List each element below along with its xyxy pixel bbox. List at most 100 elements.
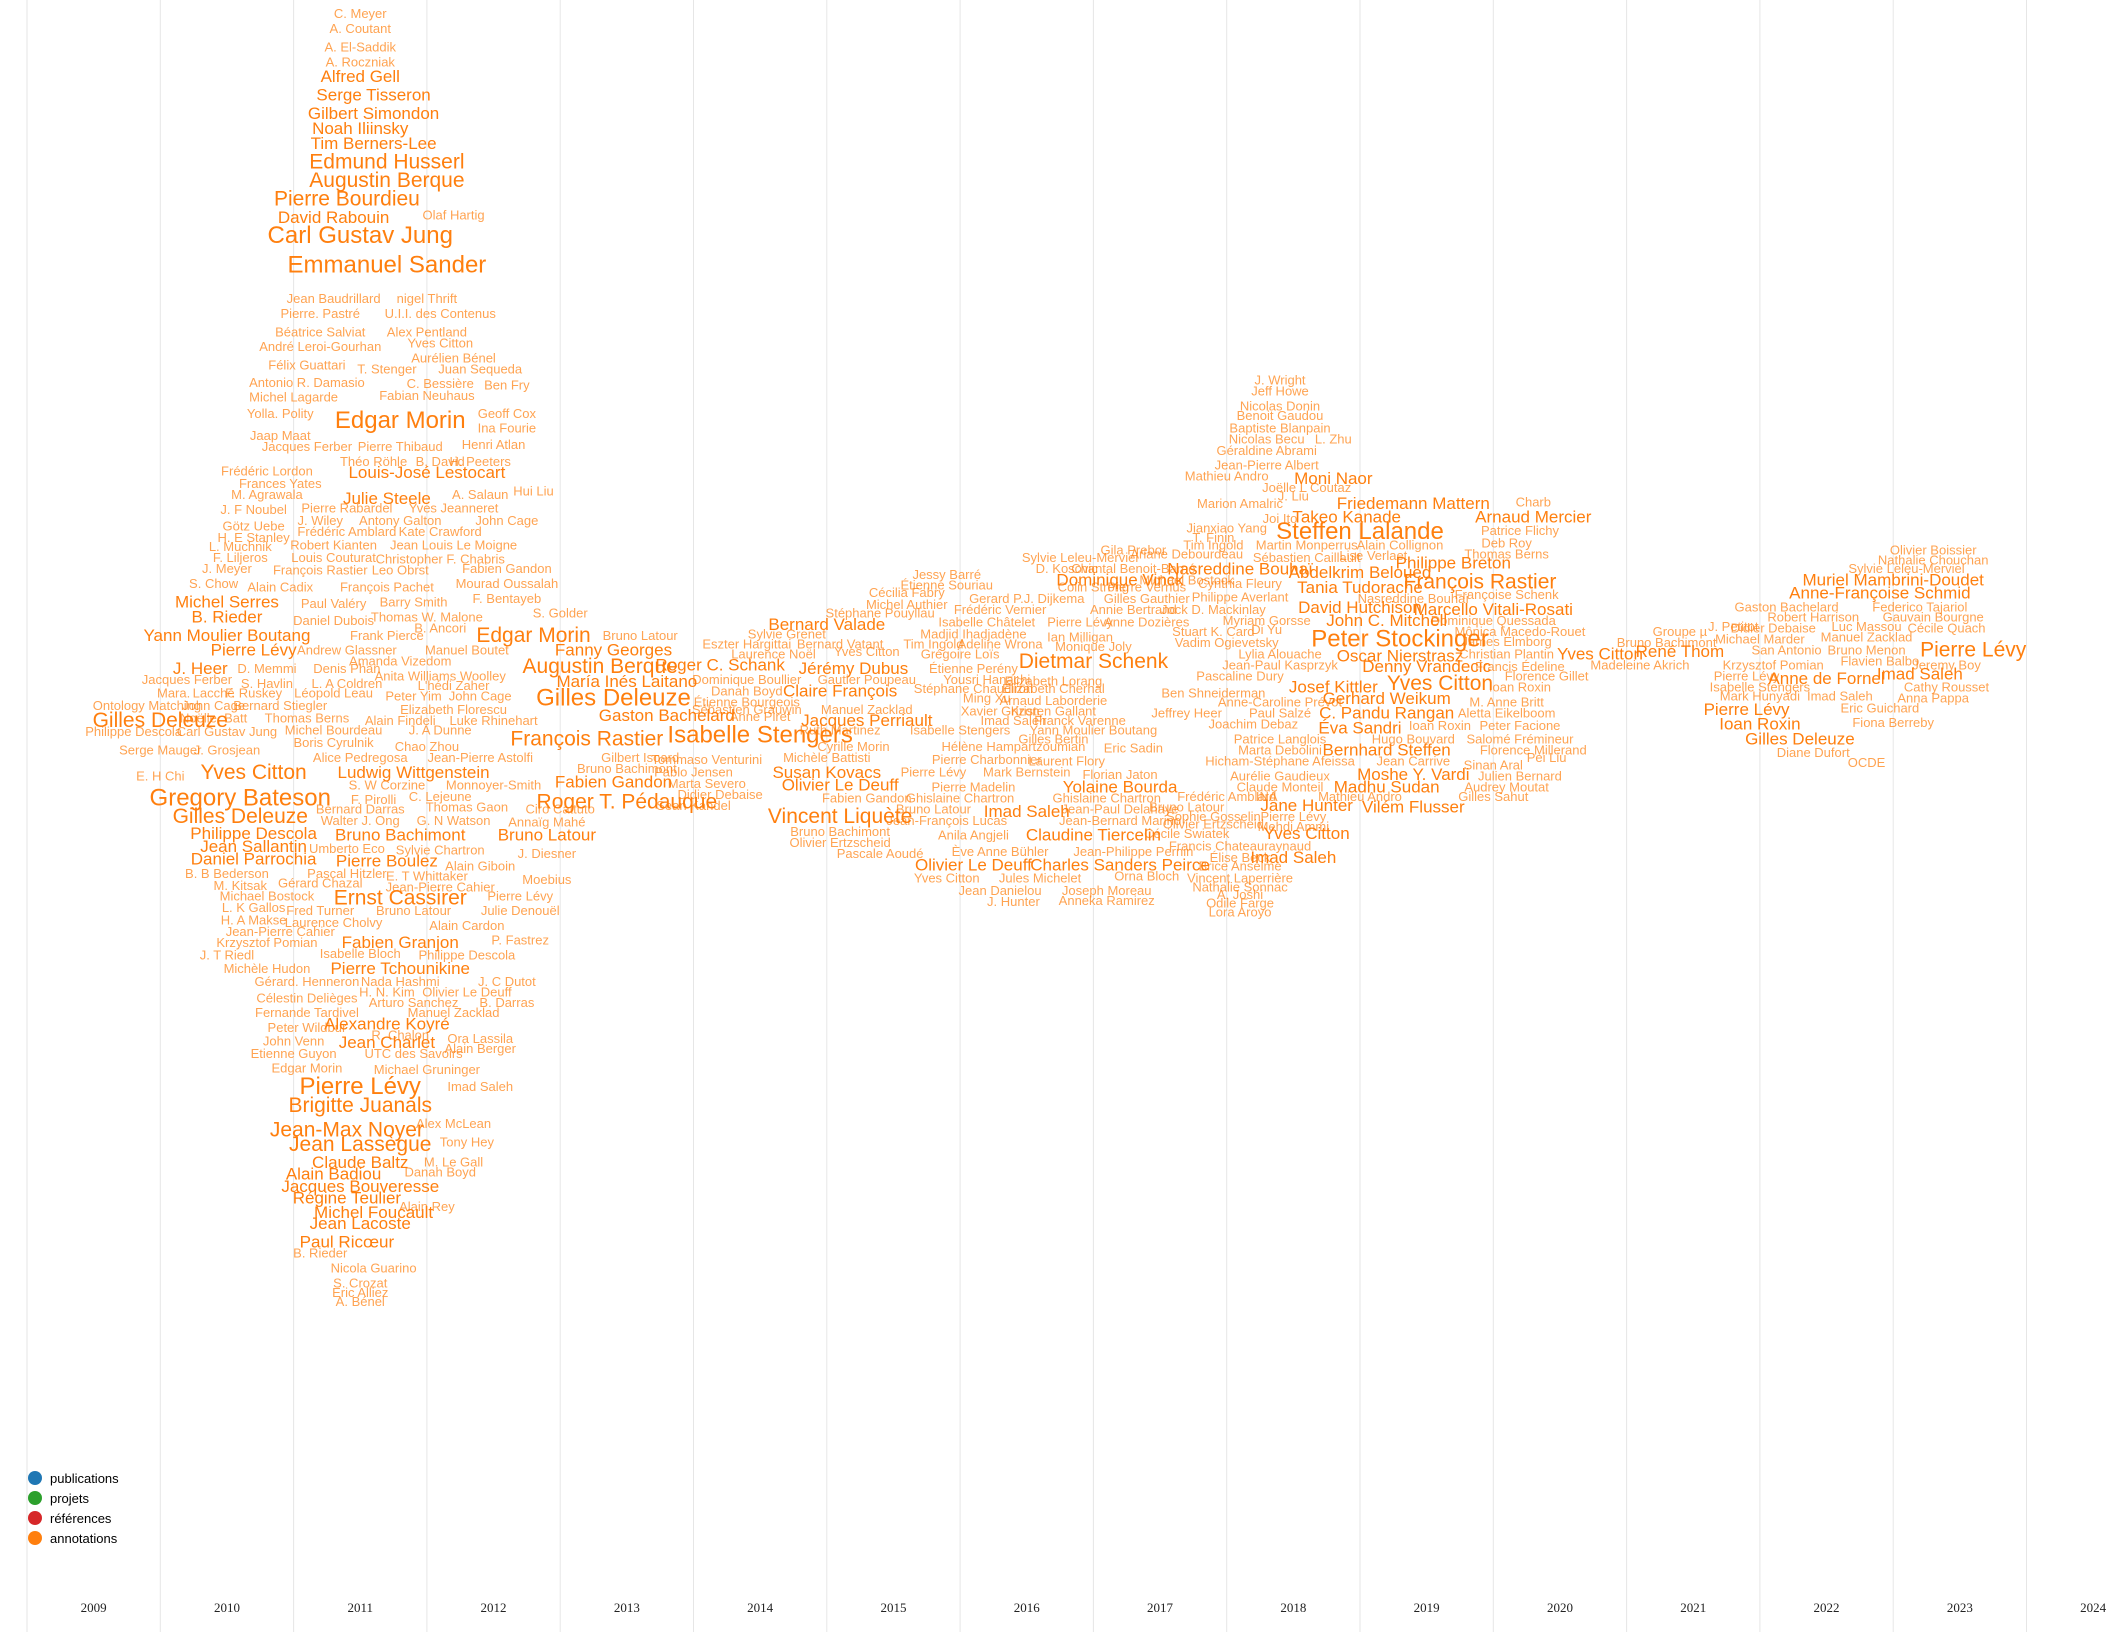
author-label[interactable]: Isabelle Stengers (1710, 680, 1811, 695)
author-label[interactable]: John Venn (263, 1033, 324, 1048)
author-label[interactable]: Roger T. Pédauque (537, 790, 718, 813)
author-label[interactable]: B. David (416, 454, 465, 469)
author-label[interactable]: Frédéric Amblard (1177, 789, 1276, 804)
author-label[interactable]: Fabien Gandon (462, 561, 552, 576)
author-label[interactable]: B. Rieder (192, 607, 263, 626)
author-label[interactable]: Florian Jaton (1082, 767, 1157, 782)
author-label[interactable]: Philippe Breton (1396, 553, 1511, 572)
author-label[interactable]: Manuel Zacklad (821, 702, 913, 717)
author-label[interactable]: Jean-Pierre Cahier (226, 924, 336, 939)
author-label[interactable]: Orna Bloch (1114, 868, 1179, 883)
author-label[interactable]: Cécile Quach (1907, 620, 1985, 635)
author-label[interactable]: Eric Guichard (1840, 700, 1919, 715)
author-label[interactable]: Baptiste Blanpain (1229, 421, 1330, 436)
author-label[interactable]: Nicola Guarino (331, 1261, 417, 1276)
author-label[interactable]: Francis Édeline (1475, 659, 1565, 674)
author-label[interactable]: Andrew Glassner (297, 643, 397, 658)
author-label[interactable]: Philippe Descola (190, 824, 317, 843)
author-label[interactable]: Imad Saleh (984, 802, 1070, 821)
author-label[interactable]: Pierre Charbonnier (932, 752, 1043, 767)
author-label[interactable]: Gilles Gauthier (1104, 591, 1191, 606)
author-label[interactable]: Yann Moulier Boutang (1030, 723, 1158, 738)
author-label[interactable]: Myriam Gorsse (1223, 613, 1311, 628)
author-label[interactable]: Jean-Paul Delahaye (1062, 802, 1179, 817)
author-label[interactable]: Michel Lagarde (249, 390, 338, 405)
author-label[interactable]: Ernst Cassirer (334, 887, 467, 910)
author-label[interactable]: Élise Beck (1210, 850, 1271, 865)
author-label[interactable]: Sébastien Caillault (1253, 550, 1361, 565)
author-label[interactable]: Béatrice Salviat (275, 324, 366, 339)
author-label[interactable]: Etienne Guyon (251, 1046, 337, 1061)
author-label[interactable]: Krzysztof Pomian (216, 935, 317, 950)
author-label[interactable]: Isabelle Châtelet (938, 615, 1035, 630)
author-label[interactable]: Ora Lassila (447, 1031, 514, 1046)
author-label[interactable]: Gilles Sahut (1458, 789, 1528, 804)
author-label[interactable]: Pascaline Dury (1196, 669, 1284, 684)
author-label[interactable]: Ben Shneiderman (1161, 686, 1265, 701)
author-label[interactable]: Ioan Roxin (1489, 680, 1551, 695)
author-label[interactable]: Moni Naor (1294, 469, 1373, 488)
author-label[interactable]: Dietmar Schenk (1019, 650, 1169, 673)
author-label[interactable]: Pierre Vernus (1107, 580, 1186, 595)
author-label[interactable]: Mehdi Ammi (1258, 819, 1330, 834)
author-label[interactable]: Fanny Georges (555, 641, 672, 660)
author-label[interactable]: Jean Danielou (959, 883, 1042, 898)
author-label[interactable]: Eric Sadin (1104, 740, 1163, 755)
author-label[interactable]: Gila Prebor (1101, 543, 1167, 558)
author-label[interactable]: Daniel Dubois (293, 613, 374, 628)
author-label[interactable]: J. F Noubel (220, 502, 287, 517)
author-label[interactable]: Cyrille Morin (817, 739, 889, 754)
author-label[interactable]: Étienne Bourgeois (694, 694, 801, 709)
author-label[interactable]: André Leroi-Gourhan (259, 339, 381, 354)
author-label[interactable]: Michel Bourdeau (285, 723, 383, 738)
author-label[interactable]: Nada Hashmi (361, 974, 440, 989)
author-label[interactable]: Anna Pappa (1897, 691, 1969, 706)
author-label[interactable]: Arnaud Mercier (1475, 507, 1592, 526)
author-label[interactable]: Danah Boyd (711, 683, 783, 698)
author-label[interactable]: Alain Rey (399, 1199, 455, 1214)
author-label[interactable]: Louis-José Lestocart (348, 463, 505, 482)
author-label[interactable]: Mara. (157, 686, 190, 701)
author-label[interactable]: Imad Saleh (981, 713, 1047, 728)
author-label[interactable]: Alex Pentland (387, 324, 467, 339)
author-label[interactable]: C. Pandu Rangan (1319, 704, 1454, 723)
author-label[interactable]: Gaston Bachelard (599, 706, 735, 725)
author-label[interactable]: Di Yu (1251, 622, 1282, 637)
author-label[interactable]: Grégoire Loïs (921, 646, 1000, 661)
author-label[interactable]: Jean Carrive (1376, 754, 1450, 769)
author-label[interactable]: Walter J. Ong (321, 813, 400, 828)
author-label[interactable]: Imad Saleh (1877, 664, 1963, 683)
author-label[interactable]: Fabien Gandon (555, 772, 672, 791)
author-label[interactable]: Jean Sallantin (200, 837, 307, 856)
author-label[interactable]: Marta Debolini (1238, 743, 1322, 758)
author-label[interactable]: Anneka Ramirez (1059, 893, 1155, 908)
author-label[interactable]: Olivier Le Deuff (782, 775, 899, 794)
author-label[interactable]: Charb (1516, 495, 1551, 510)
author-label[interactable]: Tim Ingold (903, 637, 963, 652)
author-label[interactable]: Stéphane Chaudiron (914, 681, 1033, 696)
author-label[interactable]: Yousri Hanachi (943, 672, 1030, 687)
author-label[interactable]: D. Kosovic (1036, 561, 1099, 576)
author-label[interactable]: Bruno Latour (498, 826, 597, 845)
author-label[interactable]: Jules Michelet (999, 871, 1082, 886)
author-label[interactable]: Carl Gustav Jung (177, 724, 277, 739)
author-label[interactable]: D. Memmi (237, 661, 296, 676)
author-label[interactable]: Frank Pierce (350, 628, 424, 643)
author-label[interactable]: Fabian Neuhaus (379, 388, 475, 403)
author-label[interactable]: Diane Dufort (1777, 745, 1850, 760)
legend-item[interactable]: références (28, 1508, 119, 1528)
author-label[interactable]: Julie Denouël (481, 903, 560, 918)
author-label[interactable]: Pascal Hitzler (307, 866, 387, 881)
author-label[interactable]: Arnaud Laborderie (1000, 693, 1108, 708)
author-label[interactable]: Hélène Hampartzoumian (942, 739, 1086, 754)
author-label[interactable]: Ghislaine Chartron (1053, 791, 1161, 806)
author-label[interactable]: Alice Pedregosa (313, 750, 408, 765)
author-label[interactable]: Jean-Bernard Marino (1059, 813, 1181, 828)
author-label[interactable]: Olivier Le Deuff (422, 985, 512, 1000)
author-label[interactable]: Sinan Aral (1464, 757, 1523, 772)
author-label[interactable]: Étienne Perény (929, 661, 1018, 676)
author-label[interactable]: Thomas Berns (265, 711, 350, 726)
author-label[interactable]: J. Wright (1254, 373, 1305, 388)
author-label[interactable]: Nathalie Chouchan (1878, 552, 1989, 567)
author-label[interactable]: Yves Jeanneret (409, 501, 499, 516)
